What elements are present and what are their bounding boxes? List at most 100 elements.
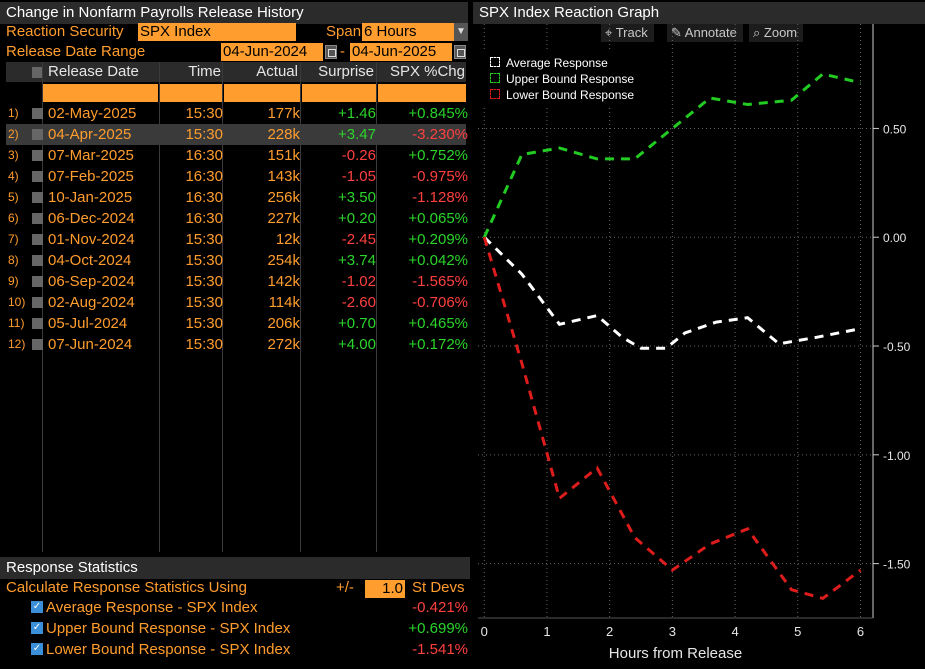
std-unit-label: St Devs (412, 579, 465, 596)
calendar-from-icon[interactable] (325, 45, 337, 59)
table-row[interactable]: 12) 07-Jun-2024 15:30 272k +4.00 +0.172% (6, 334, 468, 355)
filter-date[interactable] (42, 84, 158, 102)
annotate-button[interactable]: ✎ Annotate (667, 24, 743, 42)
span-dropdown-icon[interactable]: ▼ (454, 23, 468, 41)
row-number: 8) (8, 253, 19, 267)
filter-surprise[interactable] (302, 84, 376, 102)
stats-title: Response Statistics (0, 557, 470, 579)
row-number: 7) (8, 232, 19, 246)
cell-actual: 142k (267, 273, 300, 290)
legend-label: Average Response (506, 56, 608, 70)
date-from-input[interactable]: 04-Jun-2024 (221, 43, 323, 61)
table-row[interactable]: 10) 02-Aug-2024 15:30 114k -2.60 -0.706% (6, 292, 468, 313)
table-row[interactable]: 1) 02-May-2025 15:30 177k +1.46 +0.845% (6, 103, 468, 124)
cell-time: 15:30 (185, 273, 223, 290)
cell-time: 16:30 (185, 189, 223, 206)
table-row[interactable]: 4) 07-Feb-2025 16:30 143k -1.05 -0.975% (6, 166, 468, 187)
release-history-panel: Change in Nonfarm Payrolls Release Histo… (0, 2, 470, 660)
calendar-to-icon[interactable] (454, 45, 466, 59)
cell-chg: +0.209% (408, 231, 468, 248)
pencil-icon: ✎ (671, 25, 685, 40)
cell-time: 15:30 (185, 105, 223, 122)
row-checkbox[interactable] (32, 108, 43, 119)
table-row[interactable]: 2) 04-Apr-2025 15:30 228k +3.47 -3.230% (6, 124, 468, 145)
cell-time: 15:30 (185, 294, 223, 311)
cell-surprise: -1.05 (341, 168, 376, 185)
stat-lower[interactable]: ✓ Lower Bound Response - SPX Index -1.54… (6, 640, 468, 660)
col-divider (222, 62, 223, 552)
row-checkbox[interactable] (32, 276, 43, 287)
legend-lower[interactable]: Lower Bound Response (490, 87, 634, 103)
cell-surprise: -2.45 (341, 231, 376, 248)
table-row[interactable]: 8) 04-Oct-2024 15:30 254k +3.74 +0.042% (6, 250, 468, 271)
cell-chg: +0.845% (408, 105, 468, 122)
std-dev-input[interactable]: 1.0 (365, 580, 405, 598)
row-checkbox[interactable] (32, 297, 43, 308)
release-date-range-label: Release Date Range (6, 43, 146, 60)
cell-time: 16:30 (185, 210, 223, 227)
row-number: 5) (8, 190, 19, 204)
filter-time[interactable] (160, 84, 222, 102)
col-release-date[interactable]: Release Date (48, 63, 139, 80)
col-divider (376, 62, 377, 552)
cell-date: 06-Dec-2024 (48, 210, 135, 227)
row-number: 2) (8, 127, 19, 141)
row-checkbox[interactable] (32, 192, 43, 203)
zoom-button[interactable]: ⌕ Zoom (749, 24, 804, 42)
table-header: Release Date Time Actual Surprise SPX %C… (6, 62, 466, 82)
filter-chg[interactable] (378, 84, 466, 102)
select-all-checkbox[interactable] (32, 67, 43, 78)
row-checkbox[interactable] (32, 171, 43, 182)
date-separator: - (340, 43, 345, 60)
row-checkbox[interactable] (32, 255, 43, 266)
table-row[interactable]: 11) 05-Jul-2024 15:30 206k +0.70 +0.465% (6, 313, 468, 334)
stat-upper[interactable]: ✓ Upper Bound Response - SPX Index +0.69… (6, 619, 468, 639)
cell-chg: +0.172% (408, 336, 468, 353)
row-checkbox[interactable] (32, 318, 43, 329)
col-spx-chg[interactable]: SPX %Chg (389, 63, 465, 80)
col-actual[interactable]: Actual (256, 63, 298, 80)
cell-surprise: +0.70 (338, 315, 376, 332)
cell-time: 16:30 (185, 168, 223, 185)
stat-label: Upper Bound Response - SPX Index (46, 620, 291, 637)
track-button[interactable]: ⌖ Track (601, 24, 654, 42)
date-to-input[interactable]: 04-Jun-2025 (350, 43, 452, 61)
cell-surprise: +1.46 (338, 105, 376, 122)
table-row[interactable]: 5) 10-Jan-2025 16:30 256k +3.50 -1.128% (6, 187, 468, 208)
col-time[interactable]: Time (188, 63, 221, 80)
stat-label: Average Response - SPX Index (46, 599, 258, 616)
cell-time: 15:30 (185, 315, 223, 332)
cell-actual: 143k (267, 168, 300, 185)
check-icon[interactable]: ✓ (31, 643, 43, 655)
reaction-security-input[interactable]: SPX Index (138, 23, 296, 41)
row-checkbox[interactable] (32, 339, 43, 350)
table-row[interactable]: 3) 07-Mar-2025 16:30 151k -0.26 +0.752% (6, 145, 468, 166)
cell-date: 02-Aug-2024 (48, 294, 135, 311)
legend-upper[interactable]: Upper Bound Response (490, 71, 634, 87)
check-icon[interactable]: ✓ (31, 622, 43, 634)
row-number: 6) (8, 211, 19, 225)
table-row[interactable]: 6) 06-Dec-2024 16:30 227k +0.20 +0.065% (6, 208, 468, 229)
row-checkbox[interactable] (32, 150, 43, 161)
cell-time: 15:30 (185, 336, 223, 353)
track-label: Track (615, 25, 648, 40)
cell-chg: +0.465% (408, 315, 468, 332)
row-checkbox[interactable] (32, 129, 43, 140)
cell-actual: 254k (267, 252, 300, 269)
cell-actual: 151k (267, 147, 300, 164)
cell-date: 07-Jun-2024 (48, 336, 133, 353)
crosshair-icon: ⌖ (605, 25, 616, 40)
panel-title: Change in Nonfarm Payrolls Release Histo… (0, 2, 468, 24)
legend-average[interactable]: Average Response (490, 55, 608, 71)
col-surprise[interactable]: Surprise (318, 63, 374, 80)
table-row[interactable]: 9) 06-Sep-2024 15:30 142k -1.02 -1.565% (6, 271, 468, 292)
row-checkbox[interactable] (32, 234, 43, 245)
span-select[interactable]: 6 Hours (362, 23, 454, 41)
filter-actual[interactable] (224, 84, 300, 102)
cell-surprise: -2.60 (341, 294, 376, 311)
table-row[interactable]: 7) 01-Nov-2024 15:30 12k -2.45 +0.209% (6, 229, 468, 250)
stat-average[interactable]: ✓ Average Response - SPX Index -0.421% (6, 598, 468, 618)
check-icon[interactable]: ✓ (31, 601, 43, 613)
row-number: 4) (8, 169, 19, 183)
row-checkbox[interactable] (32, 213, 43, 224)
